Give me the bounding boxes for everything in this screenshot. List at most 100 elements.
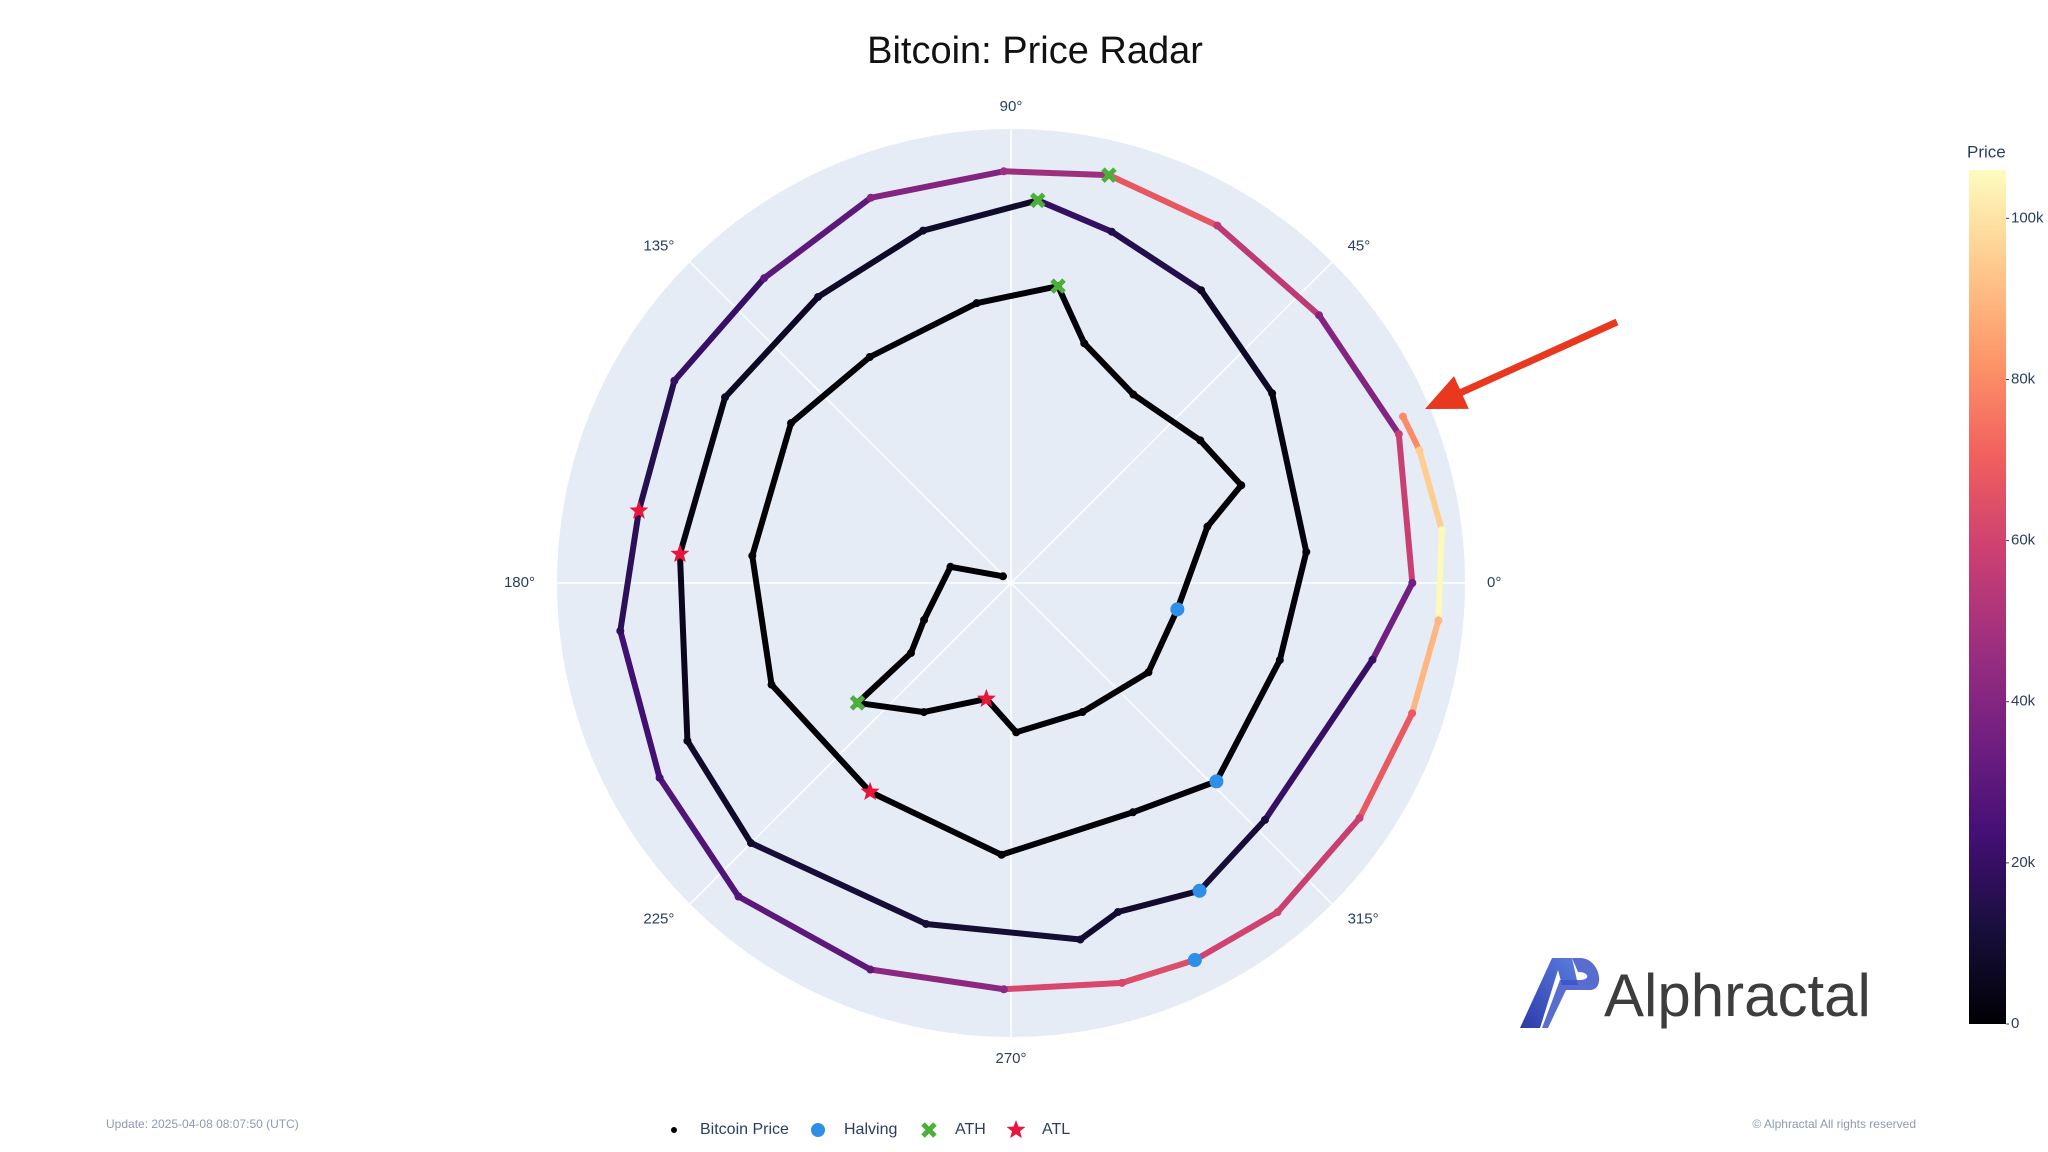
price-path-segment [1034,197,1115,235]
price-path-segment [684,737,754,847]
price-path-segment [1356,710,1416,822]
price-path-segment [1013,709,1086,736]
angular-tick-label: 90° [1000,98,1023,115]
price-point [786,419,795,428]
arrow-shaft [1459,318,1619,396]
chart-title: Bitcoin: Price Radar [867,30,1203,72]
price-point [919,226,928,235]
arrow-head [1425,376,1469,409]
price-path-segment [815,227,927,300]
legend-label: ATL [1042,1121,1070,1138]
price-point [1315,311,1324,320]
price-path-segment [1213,657,1283,785]
price-path-segment [1316,312,1402,438]
price-path-segment [920,695,990,716]
atl-marker [976,688,996,707]
price-point [865,352,874,361]
price-point [1107,227,1116,236]
price-path-segment [1369,580,1416,663]
price-path-segment [1000,168,1112,179]
price-point [920,615,929,624]
price-path-segment [973,283,1062,307]
price-path-segment [1399,413,1423,454]
colorbar-title: Price [1967,142,2006,161]
price-point [1237,481,1246,490]
price-path-segment [1118,957,1198,986]
price-point [1437,526,1446,535]
price-point [906,649,915,658]
angular-tick-label: 135° [643,237,674,254]
legend: Bitcoin Price Halving ATH ATL [671,1120,1070,1138]
price-point [746,839,755,848]
price-point [1144,668,1153,677]
price-path-segment [635,377,678,514]
price-path-segment [854,650,914,706]
polar-area: 0° 45° 90° 135° 180° 225° 270° 315° [504,98,1501,1067]
price-path-segment [867,788,1005,858]
price-path-segment [1416,447,1445,534]
angular-tick-label: 180° [504,574,535,591]
price-path-segment [1395,431,1416,586]
ath-marker [1050,278,1066,294]
halving-marker [1192,883,1207,898]
price-path-segment [768,681,874,795]
price-path-segment [1174,523,1211,613]
price-path-segment [867,966,1007,993]
price-point [1273,908,1282,917]
legend-marker [1006,1120,1026,1139]
price-path-segment [947,563,1007,580]
price-point [866,193,875,202]
price-path-segment [921,563,954,623]
price-point [734,892,743,901]
price-point [1129,390,1138,399]
price-path-segment [920,197,1041,234]
price-point [1434,616,1443,625]
price-path-segment [1409,617,1442,717]
price-point [997,850,1006,859]
price-point [1394,430,1403,439]
price-path-segment [787,353,873,427]
price-point [721,393,730,402]
logo-text: Alphractal [1604,962,1871,1029]
price-path-segment [617,507,642,634]
annotation-arrow [1425,318,1619,409]
price-path-segment [722,293,822,401]
price-point [655,773,664,782]
angular-tick-label: 270° [995,1050,1026,1067]
angular-grid-line [689,582,1012,905]
colorbar-tick-label: 100k [2011,209,2044,226]
price-point [814,292,823,301]
price-path-segment [866,300,980,360]
price-point [748,551,757,560]
price-path-segment [749,420,794,559]
price-path-segment [1108,228,1205,294]
price-point [767,680,776,689]
price-point [1128,808,1137,817]
halving-marker [1209,774,1224,789]
atl-marker [860,781,880,800]
price-point [1213,221,1222,230]
price-point [1076,935,1085,944]
price-path-segment [671,275,768,384]
price-path-segment [747,840,929,927]
price-point [1302,547,1311,556]
price-point [999,572,1008,581]
price-point [999,985,1008,994]
price-path-segment [1055,283,1088,347]
legend-label: Halving [844,1121,897,1138]
atl-marker [629,500,649,519]
price-point [921,919,930,928]
price-path-segment [617,627,663,781]
price-point [999,167,1008,176]
colorbar-scale [1969,170,2006,1024]
price-path-segment [1145,606,1181,676]
logo-icon [1542,958,1600,1028]
price-point [1117,978,1126,987]
price-path-segment [1077,909,1121,943]
angular-tick-label: 315° [1348,911,1379,928]
price-point [670,376,679,385]
colorbar-tick-label: 60k [2011,532,2036,549]
ath-marker [849,695,866,711]
price-path-segment [1214,222,1323,319]
